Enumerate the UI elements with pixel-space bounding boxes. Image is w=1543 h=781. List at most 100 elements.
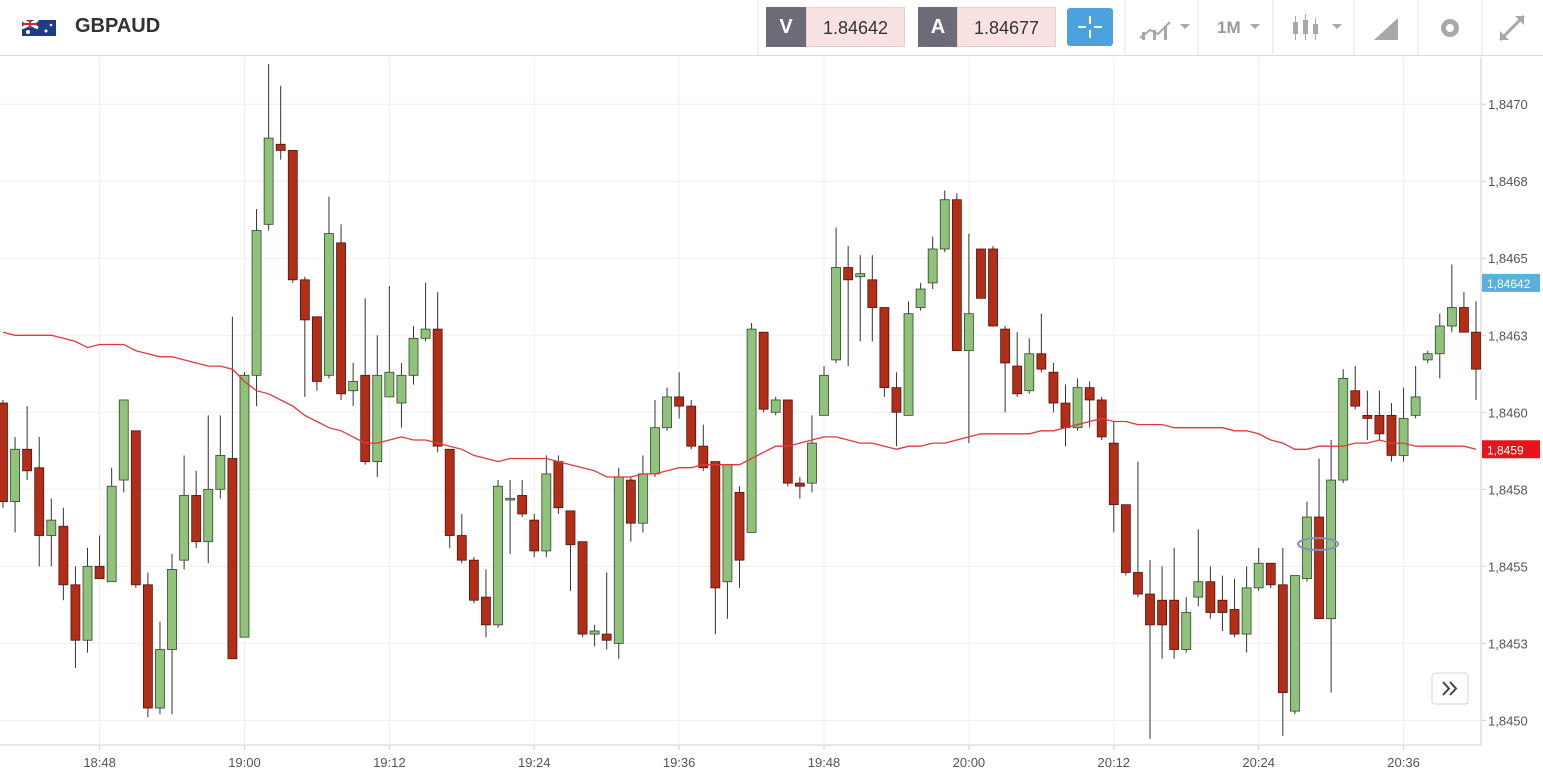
button-icon (1449, 681, 1458, 696)
candle-body (1471, 331, 1481, 370)
scroll-right-button[interactable] (1431, 672, 1469, 705)
x-tick-label: 18:48 (83, 755, 116, 770)
candle-body (1277, 584, 1288, 694)
candle-body (1229, 609, 1240, 635)
candle-body (662, 396, 672, 429)
y-tick-label: 1,8458 (1488, 482, 1528, 497)
candle-body (770, 399, 781, 413)
candle-body (1459, 307, 1469, 333)
bid-price[interactable]: 1.84642 (806, 7, 905, 47)
candle-body (468, 559, 479, 601)
candle-body (541, 473, 552, 552)
candle-body (891, 387, 902, 413)
crosshair-button[interactable] (1067, 8, 1113, 46)
candle-body (1036, 353, 1047, 370)
candle-body (964, 313, 974, 352)
candle-body (1120, 504, 1131, 573)
candle-body (34, 467, 45, 536)
candle-body (432, 328, 443, 447)
candle-body (686, 405, 697, 447)
x-tick-label: 19:24 (518, 755, 551, 770)
candle-body (819, 374, 829, 416)
candle-body (203, 488, 214, 543)
candle-body (94, 565, 105, 580)
candle-body (1350, 390, 1361, 407)
candle-body (1048, 371, 1059, 404)
candle-body (1362, 414, 1373, 419)
ma-line (2, 331, 1477, 478)
candle-body (1241, 587, 1252, 635)
toolbar: GBPAUD V 1.84642 A 1.84677 1M (0, 0, 1543, 56)
candle-body (867, 279, 878, 308)
candle-body (1205, 581, 1216, 613)
candle-body (734, 491, 745, 561)
symbol: GBPAUD (75, 15, 161, 37)
ask-price[interactable]: 1.84677 (957, 7, 1056, 47)
candle-body (360, 374, 371, 462)
drawing-handle (1297, 537, 1339, 551)
candle-body (1217, 599, 1228, 613)
candle-body (553, 461, 564, 509)
candle-body (976, 248, 986, 299)
candle-body (903, 313, 914, 416)
candle-body (529, 519, 540, 552)
candle-body (372, 374, 383, 462)
flag (21, 18, 56, 36)
crosshair-icon (1078, 16, 1102, 38)
candle-body (239, 374, 250, 638)
y-tick-label: 1,8470 (1488, 97, 1528, 112)
separators (757, 0, 1483, 56)
chart: 1,8450 1,8453 1,8455 1,8458 1,8460 1,8463 1,84… (0, 57, 1540, 770)
candle-body (275, 143, 286, 151)
candle-body (1060, 402, 1071, 429)
candle-body (142, 584, 153, 709)
candle-body (565, 510, 576, 546)
candle-body (613, 476, 624, 644)
candle-body (46, 519, 57, 536)
candle-body (746, 328, 757, 533)
candle-body (1398, 418, 1409, 456)
candle-body (348, 381, 359, 392)
candle-body (420, 328, 431, 339)
candle-body (577, 541, 588, 635)
candle-body (601, 633, 612, 641)
candle-body (939, 199, 950, 250)
candle-body (312, 316, 322, 382)
candle-body (1084, 387, 1095, 401)
x-tick-label: 19:48 (808, 755, 841, 770)
price-marker (1482, 273, 1540, 292)
y-tick-label: 1,8465 (1488, 251, 1528, 266)
candle-body (118, 399, 129, 481)
candle-body (155, 649, 165, 709)
candle-body (1193, 581, 1204, 598)
candle-body (1072, 387, 1083, 429)
candle-body (1314, 516, 1324, 620)
bid-label[interactable]: V (766, 7, 806, 47)
tool-icons[interactable] (1139, 14, 1526, 42)
candle-body (384, 371, 395, 398)
candle-body (1157, 599, 1167, 626)
candle-body (130, 430, 141, 586)
candle-body (0, 402, 8, 503)
candle-body (758, 331, 769, 410)
y-tick-label: 1,8468 (1488, 174, 1528, 189)
y-tick-label: 1,8460 (1488, 405, 1528, 420)
ask-label[interactable]: A (918, 7, 958, 47)
candle-body (324, 233, 334, 376)
x-tick-label: 19:12 (373, 755, 406, 770)
candle-body (1253, 562, 1264, 589)
timeframe[interactable]: 1M (1217, 18, 1241, 37)
candle-body (1338, 377, 1349, 481)
price-marker (1482, 440, 1540, 459)
candle-body (879, 307, 890, 389)
candle-body (625, 479, 636, 524)
candle-body (493, 485, 503, 626)
candle-body (58, 525, 69, 586)
candle-body (927, 248, 938, 284)
candle-body (831, 267, 841, 361)
candle-body (807, 442, 817, 484)
candle-body (855, 273, 866, 278)
candle-body (1374, 414, 1385, 435)
candle-body (517, 495, 528, 515)
candle-body (1169, 599, 1180, 650)
